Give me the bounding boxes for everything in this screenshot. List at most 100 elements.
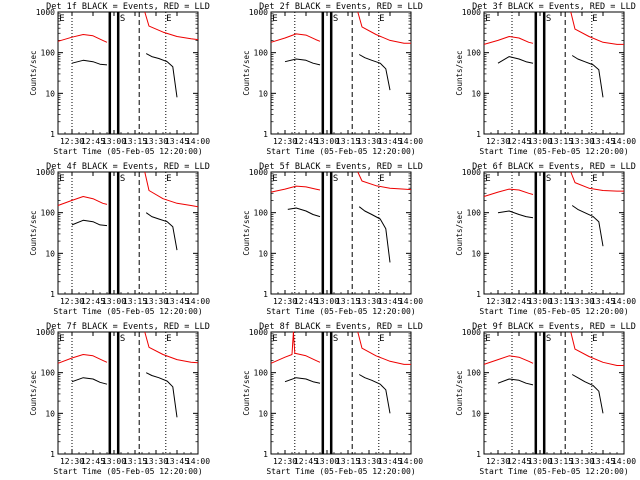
series-events (145, 212, 178, 251)
plot-frame (270, 11, 412, 135)
x-axis-label: Start Time (05-Feb-05 12:20:00) (53, 467, 202, 476)
panel-det-2: Det 2f BLACK = Events, RED = LLD 1 10 100 10… (242, 2, 423, 156)
marker-label: E (592, 334, 597, 344)
panel-det-7: Det 7f BLACK = Events, RED = LLD 1 10 100 10… (29, 322, 210, 476)
y-axis-label: Counts/sec (242, 370, 251, 415)
marker-label: E (485, 14, 490, 24)
marker-label: E (272, 334, 277, 344)
series-events (571, 55, 604, 98)
x-tick-label: 13:00 (102, 457, 126, 466)
y-tick-label: 1000 (36, 328, 55, 337)
x-axis-label: Start Time (05-Feb-05 12:20:00) (266, 467, 415, 476)
panel-title: Det 4f BLACK = Events, RED = LLD (46, 162, 210, 172)
x-tick-label: 13:30 (144, 137, 168, 146)
marker-label: E (166, 334, 171, 344)
x-tick-label: 13:15 (549, 457, 573, 466)
panel-det-3: Det 3f BLACK = Events, RED = LLD 1 10 100 10… (455, 2, 636, 156)
x-tick-label: 12:30 (486, 297, 510, 306)
x-tick-label: 13:45 (378, 137, 402, 146)
series-lld (357, 331, 411, 365)
x-tick-label: 13:15 (336, 457, 360, 466)
series-events (571, 374, 604, 414)
marker-label: E (59, 174, 64, 184)
x-tick-label: 13:30 (144, 457, 168, 466)
x-tick-label: 13:45 (165, 457, 189, 466)
series-lld (270, 33, 321, 43)
panel-det-6: Det 6f BLACK = Events, RED = LLD 1 10 100 10… (455, 162, 636, 316)
y-tick-label: 100 (467, 369, 482, 378)
x-tick-label: 14:00 (612, 297, 636, 306)
x-tick-label: 13:15 (549, 297, 573, 306)
x-tick-label: 13:00 (528, 137, 552, 146)
x-tick-label: 12:30 (273, 297, 297, 306)
series-events (571, 205, 604, 247)
y-tick-label: 1000 (462, 8, 481, 17)
x-tick-label: 12:30 (273, 137, 297, 146)
panel-title: Det 7f BLACK = Events, RED = LLD (46, 322, 210, 332)
y-tick-label: 100 (41, 209, 56, 218)
panel-det-1: Det 1f BLACK = Events, RED = LLD 1 10 100 10… (29, 2, 210, 156)
series-events (284, 58, 321, 66)
x-tick-label: 14:00 (399, 457, 423, 466)
x-tick-label: 13:30 (144, 297, 168, 306)
y-tick-label: 100 (467, 209, 482, 218)
x-tick-label: 13:30 (570, 297, 594, 306)
plot-frame (483, 11, 625, 135)
x-tick-label: 12:45 (507, 457, 531, 466)
panel-det-8: Det 8f BLACK = Events, RED = LLD 1 10 100 10… (242, 322, 423, 476)
x-tick-label: 14:00 (612, 457, 636, 466)
x-tick-label: 12:30 (60, 297, 84, 306)
x-tick-label: 13:30 (570, 457, 594, 466)
panel-det-4: Det 4f BLACK = Events, RED = LLD 1 10 100 10… (29, 162, 210, 316)
x-tick-label: 13:00 (315, 137, 339, 146)
series-lld (357, 11, 411, 44)
series-lld (270, 185, 321, 193)
panel-title: Det 6f BLACK = Events, RED = LLD (472, 162, 636, 172)
x-tick-label: 14:00 (612, 137, 636, 146)
series-lld (483, 355, 534, 365)
y-axis-label: Counts/sec (29, 370, 38, 415)
y-axis-label: Counts/sec (29, 210, 38, 255)
y-tick-label: 100 (467, 49, 482, 58)
series-lld (357, 171, 412, 191)
x-tick-label: 13:30 (357, 137, 381, 146)
y-tick-label: 10 (258, 89, 268, 98)
marker-label: E (485, 334, 490, 344)
x-tick-label: 13:15 (549, 137, 573, 146)
series-events (71, 59, 108, 66)
marker-label: S (120, 334, 125, 344)
y-tick-label: 10 (45, 409, 55, 418)
x-tick-label: 12:45 (294, 297, 318, 306)
x-tick-label: 12:30 (273, 457, 297, 466)
series-events (287, 207, 321, 218)
series-lld (144, 11, 199, 41)
x-tick-label: 12:45 (81, 137, 105, 146)
x-tick-label: 13:45 (591, 297, 615, 306)
x-axis-label: Start Time (05-Feb-05 12:20:00) (53, 147, 202, 156)
marker-label: E (485, 174, 490, 184)
x-tick-label: 13:30 (357, 297, 381, 306)
series-lld (570, 11, 624, 45)
marker-label: E (59, 14, 64, 24)
plot-frame (57, 11, 199, 135)
y-tick-label: 100 (254, 209, 269, 218)
x-axis-label: Start Time (05-Feb-05 12:20:00) (479, 307, 628, 316)
panel-title: Det 3f BLACK = Events, RED = LLD (472, 2, 636, 12)
panel-det-9: Det 9f BLACK = Events, RED = LLD 1 10 100 10… (455, 322, 636, 476)
x-tick-label: 13:30 (570, 137, 594, 146)
plot-frame (57, 171, 199, 295)
x-tick-label: 12:30 (60, 137, 84, 146)
x-tick-label: 13:45 (591, 137, 615, 146)
x-tick-label: 14:00 (399, 297, 423, 306)
series-lld (57, 34, 108, 43)
panel-title: Det 5f BLACK = Events, RED = LLD (259, 162, 423, 172)
x-tick-label: 13:00 (528, 297, 552, 306)
plot-frame (57, 331, 199, 455)
x-tick-label: 13:45 (165, 297, 189, 306)
x-tick-label: 13:45 (165, 137, 189, 146)
x-axis-label: Start Time (05-Feb-05 12:20:00) (479, 467, 628, 476)
marker-label: E (166, 14, 171, 24)
series-events (71, 377, 108, 385)
y-tick-label: 100 (41, 369, 56, 378)
marker-label: S (333, 174, 338, 184)
